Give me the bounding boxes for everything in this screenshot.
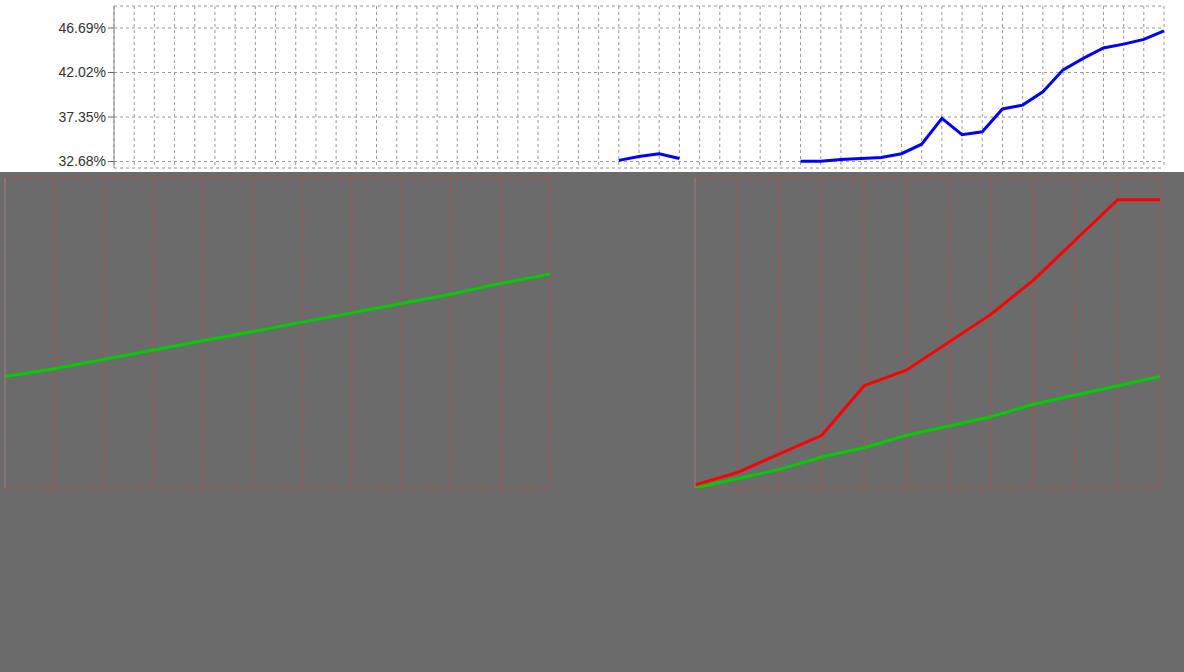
svg-text:42.02%: 42.02% <box>59 64 106 80</box>
svg-text:46.69%: 46.69% <box>59 20 106 36</box>
svg-text:32.68%: 32.68% <box>59 153 106 169</box>
svg-text:37.35%: 37.35% <box>59 109 106 125</box>
